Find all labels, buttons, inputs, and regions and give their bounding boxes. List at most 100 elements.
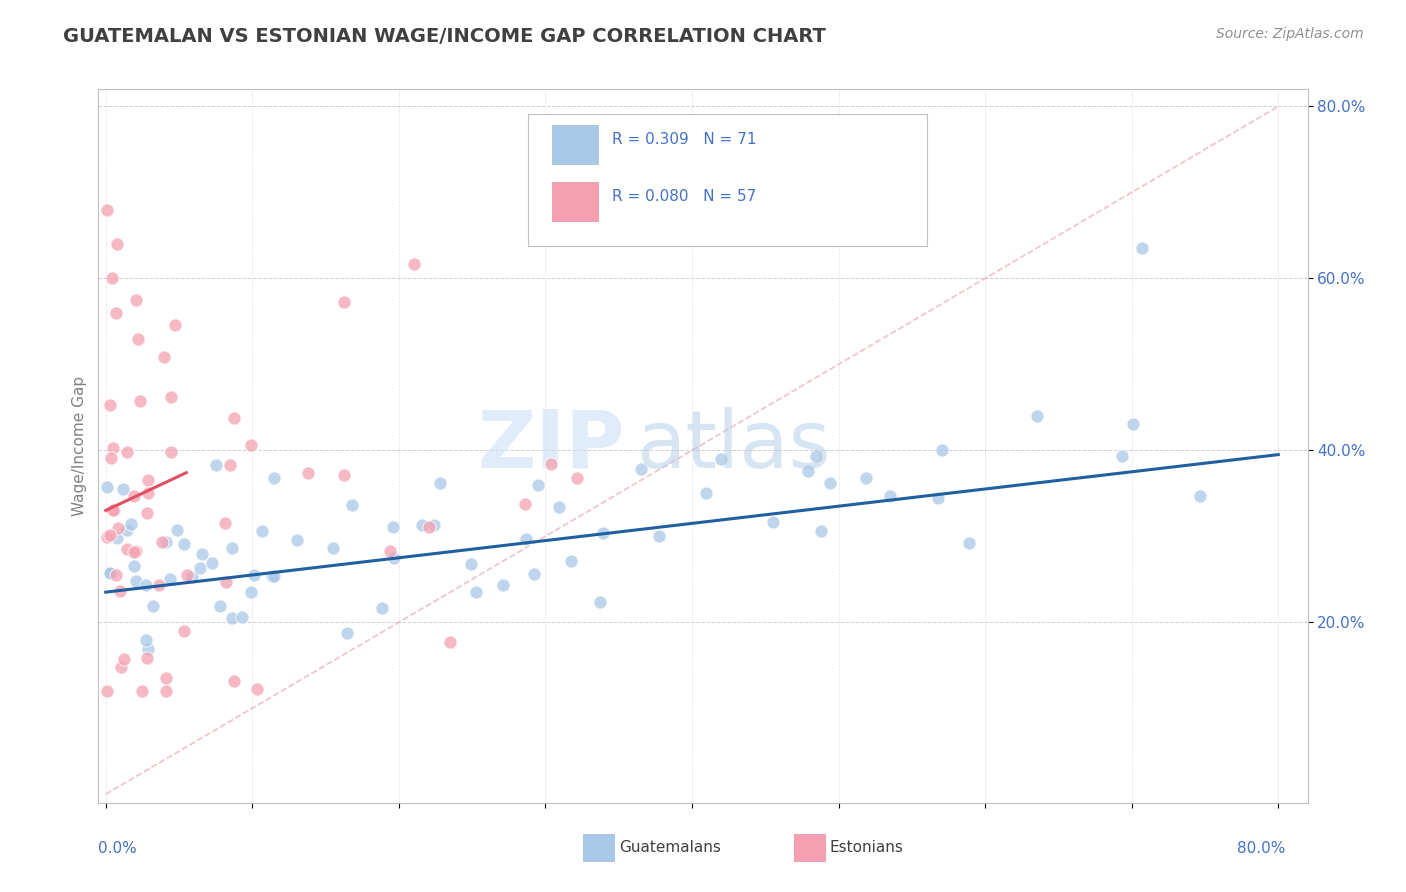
Point [136, 641, 159, 656]
Point [263, 471, 285, 485]
Point [527, 478, 550, 492]
Point [159, 572, 181, 586]
Point [122, 545, 145, 559]
Point [927, 491, 949, 505]
Point [181, 569, 204, 583]
Point [122, 489, 145, 503]
Point [285, 533, 308, 547]
Point [127, 332, 149, 346]
Point [1121, 417, 1143, 432]
Point [125, 544, 148, 558]
Point [122, 559, 145, 574]
Point [98, 398, 121, 412]
Point [460, 557, 482, 571]
Point [136, 485, 159, 500]
Point [152, 350, 174, 364]
Point [246, 682, 269, 697]
Point [104, 567, 127, 582]
Point [931, 443, 953, 458]
Point [107, 521, 129, 535]
Point [98, 566, 121, 580]
Point [101, 503, 124, 517]
Point [129, 393, 152, 408]
Point [297, 466, 319, 480]
Point [804, 449, 827, 463]
Point [125, 574, 148, 589]
Point [322, 541, 344, 555]
Point [382, 551, 405, 566]
Point [100, 451, 122, 466]
Point [142, 599, 165, 613]
Point [112, 652, 135, 666]
Point [205, 458, 228, 472]
Point [796, 464, 818, 478]
Point [125, 293, 148, 307]
Point [855, 471, 877, 485]
Point [231, 610, 253, 624]
Point [1111, 449, 1133, 463]
Point [188, 560, 211, 574]
Point [131, 684, 153, 698]
Point [560, 554, 582, 568]
Point [423, 518, 446, 533]
Point [429, 475, 451, 490]
Text: Guatemalans: Guatemalans [619, 840, 720, 855]
Point [418, 520, 440, 534]
Bar [551, 182, 598, 221]
Point [221, 541, 243, 555]
Point [155, 684, 177, 698]
Point [115, 445, 138, 459]
Point [98, 528, 121, 542]
Point [1026, 409, 1049, 423]
Y-axis label: Wage/Income Gap: Wage/Income Gap [72, 376, 87, 516]
Point [404, 257, 426, 271]
Point [710, 452, 733, 467]
Point [105, 531, 128, 545]
Point [201, 557, 224, 571]
Point [1130, 241, 1153, 255]
Point [135, 578, 157, 592]
Point [380, 544, 402, 558]
Point [120, 516, 142, 531]
Point [810, 524, 832, 538]
Point [222, 673, 245, 688]
Point [135, 633, 157, 648]
Point [159, 445, 181, 459]
Point [588, 595, 610, 609]
Point [115, 523, 138, 537]
Point [101, 441, 124, 455]
Point [240, 438, 263, 452]
Point [411, 517, 433, 532]
Point [176, 568, 198, 582]
Text: ZIP: ZIP [477, 407, 624, 485]
Point [547, 500, 569, 514]
Text: 0.0%: 0.0% [98, 841, 138, 856]
Point [565, 471, 588, 485]
Point [219, 458, 242, 472]
Point [115, 542, 138, 557]
FancyBboxPatch shape [527, 114, 927, 246]
Point [523, 567, 546, 582]
Point [160, 390, 183, 404]
Text: R = 0.080   N = 57: R = 0.080 N = 57 [613, 189, 756, 203]
Point [540, 457, 562, 471]
Point [879, 490, 901, 504]
Point [136, 651, 159, 665]
Text: Source: ZipAtlas.com: Source: ZipAtlas.com [1216, 27, 1364, 41]
Point [136, 473, 159, 487]
Point [98, 566, 121, 580]
Point [381, 520, 404, 534]
Point [515, 498, 537, 512]
Point [250, 524, 273, 538]
Point [630, 462, 652, 476]
Text: atlas: atlas [637, 407, 831, 485]
Point [108, 584, 131, 599]
Point [96, 480, 118, 494]
Point [103, 503, 125, 517]
Point [208, 599, 231, 614]
Text: 80.0%: 80.0% [1237, 841, 1285, 856]
Point [492, 578, 515, 592]
Point [1189, 489, 1212, 503]
Point [342, 499, 364, 513]
Point [173, 624, 195, 638]
